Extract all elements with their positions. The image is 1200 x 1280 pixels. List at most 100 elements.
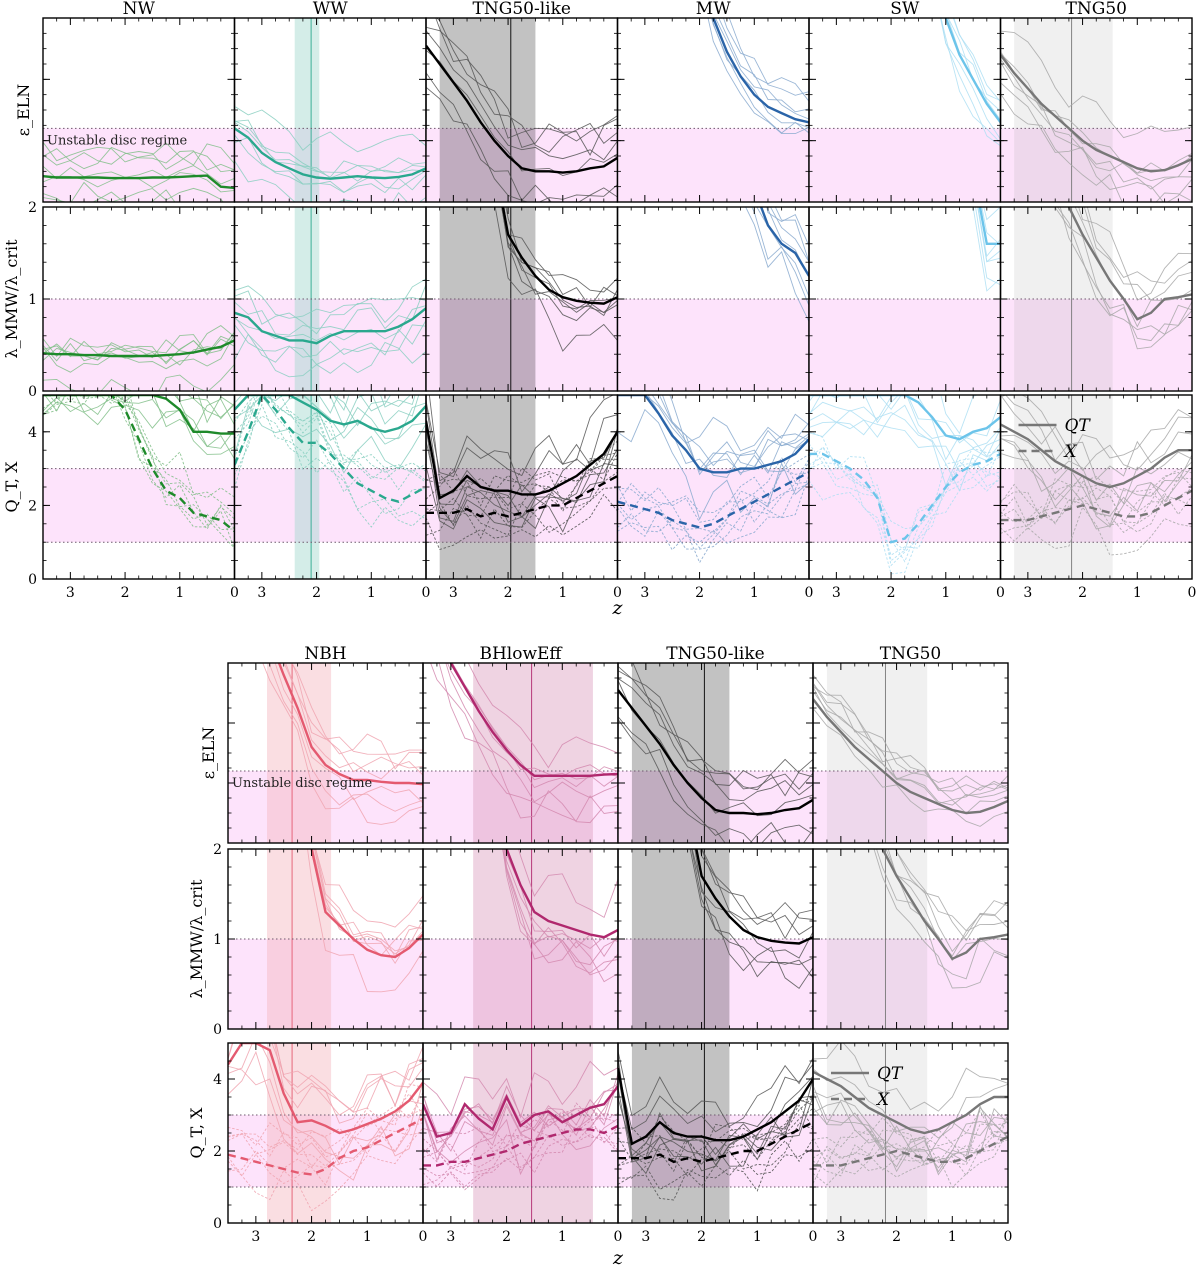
panel-tng50-row1 [999, 17, 1193, 203]
unstable-region [617, 299, 809, 391]
galaxy-track-thin-dashed [1000, 506, 1192, 556]
median-line-epsilon [234, 127, 426, 180]
galaxy-track-thin [618, 1087, 813, 1166]
column-title-nbh: NBH [304, 644, 346, 664]
galaxy-track-thin [423, 1060, 618, 1119]
median-line-qt [813, 1070, 1008, 1135]
galaxy-track-thin [1005, 395, 1192, 481]
x-tick-label: 2 [697, 1229, 706, 1245]
galaxy-track-thin-dashed [1000, 495, 1192, 533]
panel-group-top: NW Unstable disc regime 0 1 2 0 2 4 3 2 1 0 WW 3 2 1 0 TN… [2, 0, 1196, 619]
galaxy-track-thin [887, 849, 1008, 953]
galaxy-track-thin [467, 663, 618, 769]
unstable-disc-label: Unstable disc regime [47, 133, 188, 148]
unstable-region [423, 771, 618, 843]
galaxy-track-thin [1000, 61, 1192, 190]
galaxy-track-thin-dashed [228, 1092, 423, 1150]
x-tick-label: 0 [230, 585, 239, 601]
unstable-region [423, 939, 618, 1029]
galaxy-track-thin [689, 849, 813, 990]
x-tick-label: 2 [892, 1229, 901, 1245]
galaxy-track-thin-dashed [423, 1113, 618, 1168]
x-tick-label: 0 [419, 1229, 428, 1245]
y-tick-label: 0 [28, 384, 37, 400]
column-title-nw: NW [123, 0, 156, 19]
panel-nbh-row3: 0 2 4 [213, 1042, 424, 1232]
galaxy-track-thin [318, 395, 392, 414]
y-tick-label: 4 [28, 425, 37, 441]
galaxy-track-thin [43, 395, 235, 460]
panel-tng50-row3: QT X [812, 1042, 1009, 1224]
galaxy-track-thin-dashed [234, 395, 426, 483]
galaxy-track-thin [504, 849, 618, 950]
x-tick-label: 3 [836, 1229, 845, 1245]
galaxy-track-thin [234, 395, 426, 441]
galaxy-track-thin-dashed [618, 1104, 813, 1161]
y-tick-label: 1 [213, 932, 222, 948]
y-tick-label: 0 [213, 1216, 222, 1232]
galaxy-track-thin-dashed [813, 1129, 1008, 1189]
legend-qt-label: QT [1065, 416, 1092, 436]
column-title-tng50-like: TNG50-like [473, 0, 571, 19]
galaxy-track-thin [1083, 207, 1192, 301]
galaxy-track-thin [1054, 207, 1192, 335]
median-line-qt [426, 420, 618, 500]
median-line-x [809, 452, 1001, 544]
galaxy-track-thin [43, 401, 235, 455]
galaxy-track-thin [711, 18, 809, 134]
galaxy-track-thin-dashed [813, 1119, 1008, 1166]
x-tick-label: 1 [948, 1229, 957, 1245]
galaxy-track-thin-dashed [809, 448, 1001, 562]
galaxy-track-thin [651, 395, 809, 476]
galaxy-track-thin [313, 849, 423, 952]
galaxy-track-thin [423, 1111, 618, 1176]
median-line-epsilon [277, 663, 423, 786]
median-line-qt [234, 395, 426, 434]
galaxy-track-thin [618, 670, 813, 791]
x-tick-label: 0 [614, 1229, 623, 1245]
galaxy-track-thin [809, 395, 1001, 461]
galaxy-track-thin-dashed [43, 395, 235, 531]
galaxy-track-thin-dashed [228, 1128, 423, 1186]
galaxy-track-thin-dashed [228, 1122, 423, 1185]
x-tick-label: 3 [257, 585, 266, 601]
galaxy-track-thin [813, 674, 1008, 797]
column-title-ww: WW [313, 0, 348, 19]
x-tick-label: 1 [367, 585, 376, 601]
x-tick-label: 1 [558, 1229, 567, 1245]
galaxy-track-thin-dashed [813, 1122, 1008, 1165]
galaxy-track-thin [262, 663, 423, 825]
galaxy-track-thin [707, 18, 809, 135]
galaxy-track-thin [430, 663, 618, 822]
panel-bhloweff-row2 [422, 848, 619, 1030]
galaxy-track-thin [43, 334, 235, 358]
galaxy-track-thin [809, 404, 1001, 487]
galaxy-track-thin [1000, 58, 1192, 182]
galaxy-track-thin [618, 665, 813, 790]
galaxy-track-thin [275, 1043, 423, 1116]
galaxy-track-thin-dashed [423, 1123, 618, 1191]
y-tick-label: 2 [28, 498, 37, 514]
galaxy-track-thin [813, 683, 1008, 801]
median-line-qt [1000, 423, 1192, 489]
galaxy-track-thin [628, 395, 809, 478]
galaxy-track-thin [234, 333, 426, 378]
panel-sw-row3 [808, 394, 1002, 580]
galaxy-track-thin [234, 160, 426, 202]
galaxy-track-thin [307, 849, 423, 993]
galaxy-track-thin [1074, 207, 1192, 328]
median-line-x [618, 1121, 813, 1164]
galaxy-track-thin [501, 207, 618, 317]
galaxy-track-thin [885, 849, 1008, 957]
galaxy-track-thin-dashed [809, 430, 1001, 530]
galaxy-track-thin-dashed [813, 1139, 1008, 1184]
galaxy-track-thin-dashed [228, 1083, 423, 1169]
galaxy-track-thin [332, 395, 412, 427]
galaxy-track-thin [1000, 395, 1192, 472]
galaxy-track-thin-dashed [426, 487, 618, 536]
median-line-lambda [501, 207, 618, 305]
galaxy-track-thin-dashed [228, 1109, 423, 1167]
galaxy-track-thin-dashed [617, 481, 809, 550]
galaxy-track-thin [426, 400, 618, 493]
y-tick-label: 2 [213, 1144, 222, 1160]
